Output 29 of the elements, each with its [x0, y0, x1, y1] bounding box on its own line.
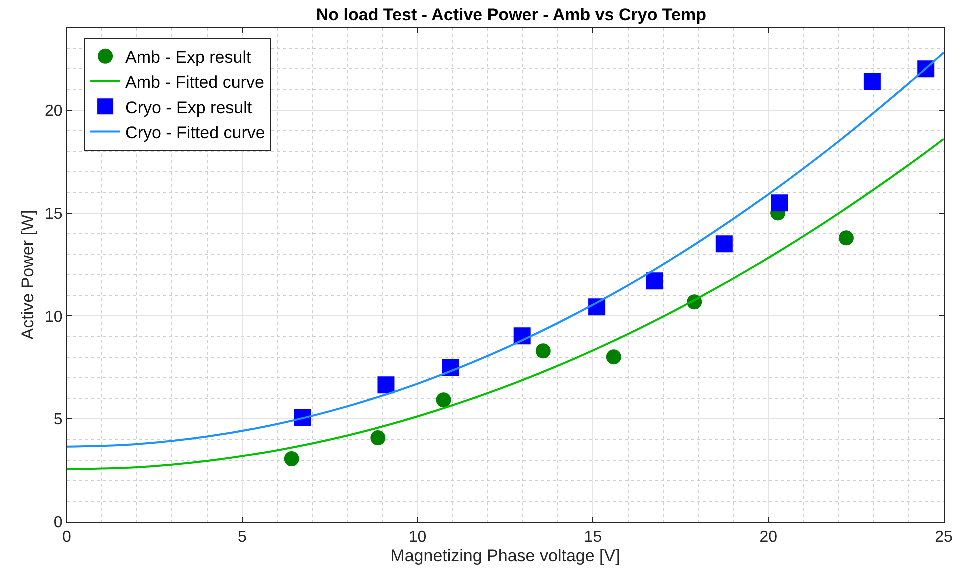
point — [838, 230, 854, 246]
legend-label: Cryo - Exp result — [126, 98, 252, 118]
x-tick-label: 5 — [238, 529, 247, 546]
point — [284, 452, 300, 467]
y-tick-label: 0 — [54, 514, 63, 532]
legend-label: Cryo - Fitted curve — [126, 123, 266, 142]
point — [436, 392, 452, 408]
point — [864, 73, 881, 90]
legend-label: Amb - Exp result — [126, 48, 252, 68]
y-tick-label: 15 — [45, 206, 63, 223]
point — [536, 344, 551, 359]
point — [606, 350, 622, 365]
y-axis-title: Active Power [W] — [18, 210, 38, 340]
y-tick-label: 10 — [45, 308, 63, 326]
y-tick-label: 5 — [54, 412, 63, 429]
point — [378, 376, 395, 394]
legend-label: Amb - Fitted curve — [126, 73, 264, 92]
x-axis-title: Magnetizing Phase voltage [V] — [390, 546, 620, 566]
x-tick-label: 15 — [584, 529, 602, 546]
point — [646, 272, 664, 290]
point — [771, 194, 788, 212]
y-tick-label: 20 — [45, 102, 63, 120]
x-tick-label: 10 — [408, 529, 427, 546]
line-series — [67, 52, 944, 448]
x-tick-label: 20 — [760, 529, 778, 546]
chart-title: No load Test - Active Power - Amb vs Cryo Temp — [316, 6, 707, 25]
x-tick-label: 25 — [935, 529, 953, 546]
point — [370, 430, 386, 446]
point — [716, 236, 733, 253]
